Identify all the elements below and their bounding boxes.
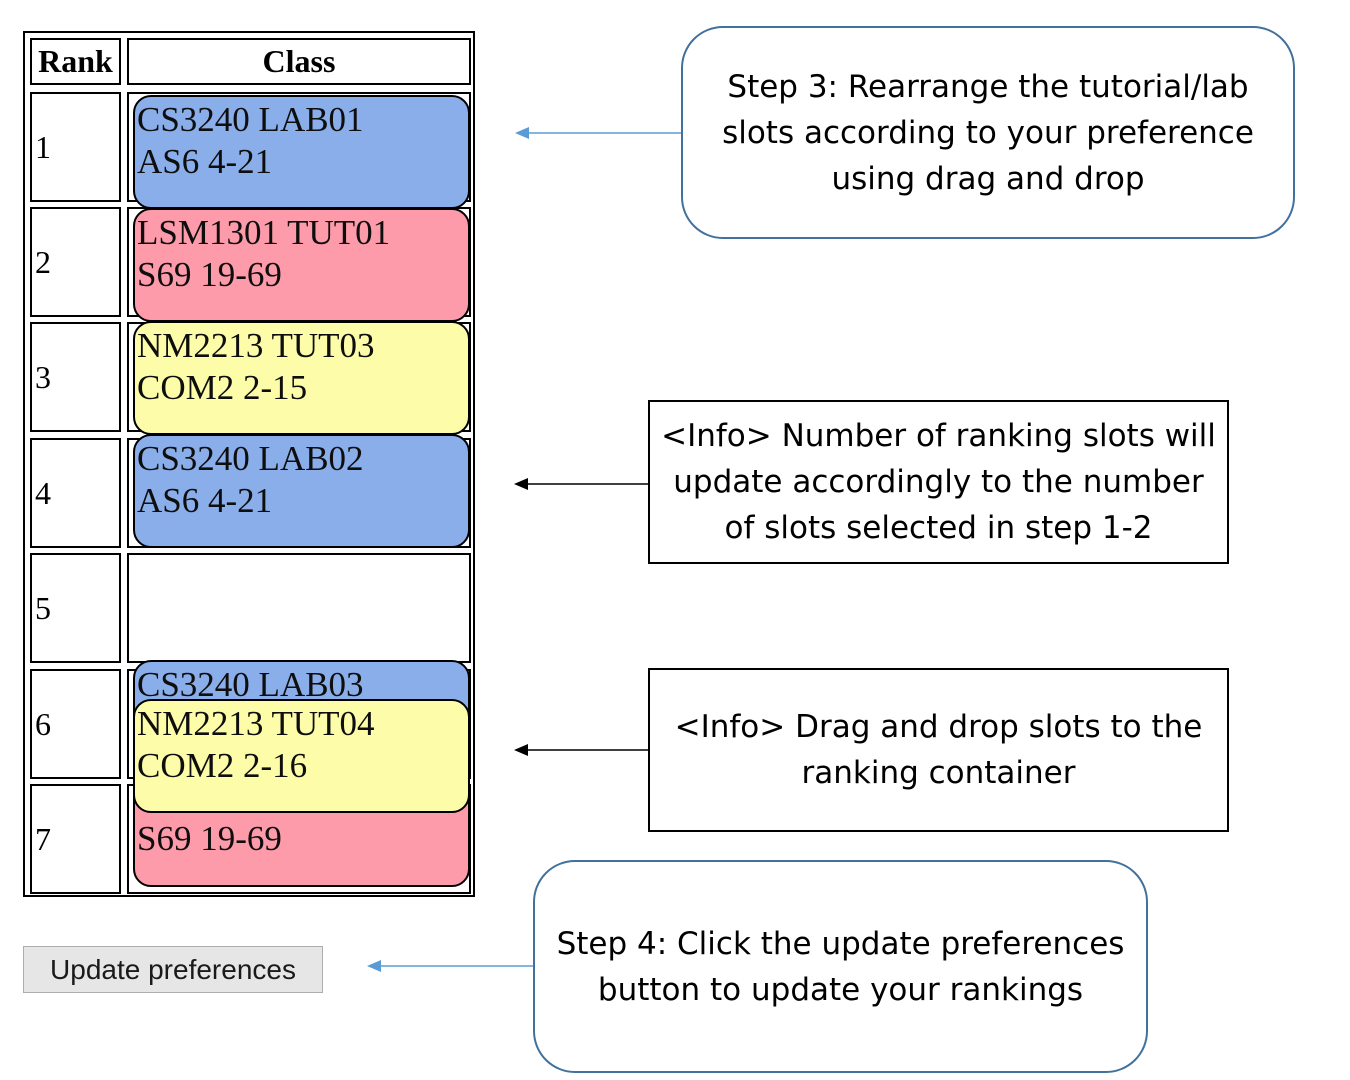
ranking-table: Rank Class 1 2 3 4 5 6 7 CS3240 LAB01 AS… (23, 31, 475, 897)
update-preferences-button[interactable]: Update preferences (23, 946, 323, 993)
slot-title: CS3240 LAB03 (137, 665, 364, 704)
rank-cell-5: 5 (30, 553, 121, 663)
slot-venue: COM2 2-16 (137, 746, 308, 785)
class-column-header: Class (127, 38, 471, 85)
step4-callout: Step 4: Click the update preferences but… (533, 860, 1148, 1073)
slot-title: NM2213 TUT04 (137, 704, 375, 743)
slot-cs3240-lab02[interactable]: CS3240 LAB02 AS6 4-21 (133, 434, 470, 548)
slot-venue: COM2 2-15 (137, 368, 308, 407)
slot-title: CS3240 LAB02 (137, 439, 364, 478)
slot-lsm1301-tut01[interactable]: LSM1301 TUT01 S69 19-69 (133, 208, 470, 322)
slot-venue: S69 19-69 (137, 255, 282, 294)
step3-callout: Step 3: Rearrange the tutorial/lab slots… (681, 26, 1295, 239)
slot-cs3240-lab01[interactable]: CS3240 LAB01 AS6 4-21 (133, 95, 470, 209)
rank-cell-1: 1 (30, 92, 121, 202)
rank-cell-4: 4 (30, 438, 121, 548)
slot-venue: AS6 4-21 (137, 142, 273, 181)
arrow-step4 (367, 960, 533, 972)
slot-nm2213-tut04[interactable]: NM2213 TUT04 COM2 2-16 (133, 699, 470, 813)
info-drag-callout: <Info> Drag and drop slots to the rankin… (648, 668, 1229, 832)
slot-venue: S69 19-69 (137, 819, 282, 858)
slot-title: NM2213 TUT03 (137, 326, 375, 365)
arrow-info-slots (514, 478, 648, 490)
slot-venue: AS6 4-21 (137, 481, 273, 520)
info-slots-callout: <Info> Number of ranking slots will upda… (648, 400, 1229, 564)
rank-cell-3: 3 (30, 322, 121, 432)
rank-cell-7: 7 (30, 784, 121, 894)
rank-column-header: Rank (30, 38, 121, 85)
slot-title: CS3240 LAB01 (137, 100, 364, 139)
slot-title: LSM1301 TUT01 (137, 213, 391, 252)
rank-cell-6: 6 (30, 669, 121, 779)
arrow-step3 (515, 127, 681, 139)
rank-cell-2: 2 (30, 207, 121, 317)
arrow-info-drag (514, 744, 648, 756)
